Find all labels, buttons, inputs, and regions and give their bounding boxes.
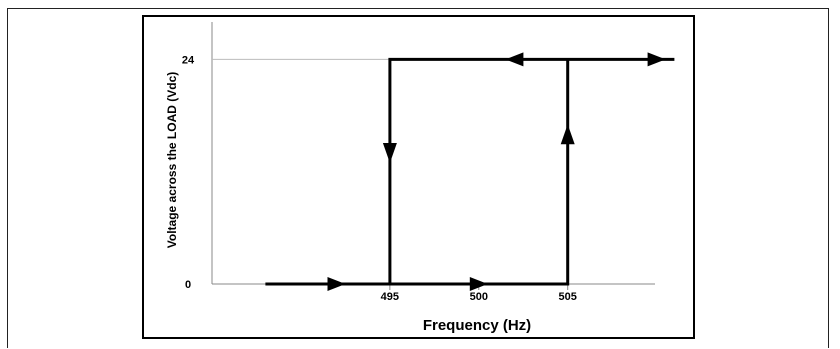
chart-frame <box>142 15 695 339</box>
series-line-1 <box>265 57 675 286</box>
axes <box>211 22 655 285</box>
arrow-right <box>469 277 488 291</box>
outer-frame <box>7 8 829 348</box>
x-tick-label: 495 <box>381 291 399 303</box>
y-tick-label: 0 <box>185 279 191 291</box>
x-axis-label: Frequency (Hz) <box>423 317 531 334</box>
y-axis-label: Voltage across the LOAD (Vdc) <box>165 72 179 248</box>
arrow-right <box>327 277 346 291</box>
tick-labels: 495 500 505 0 24 <box>182 54 577 303</box>
y-tick-label: 24 <box>182 54 195 66</box>
arrow-down <box>382 143 397 163</box>
x-tick-label: 505 <box>559 291 577 303</box>
series-layer <box>265 57 675 286</box>
arrow-right <box>647 52 666 67</box>
arrow-up <box>560 124 575 145</box>
series-line-2 <box>389 59 570 286</box>
arrow-layer <box>327 52 666 291</box>
x-tick-label: 500 <box>470 291 488 303</box>
arrow-left <box>505 52 524 67</box>
